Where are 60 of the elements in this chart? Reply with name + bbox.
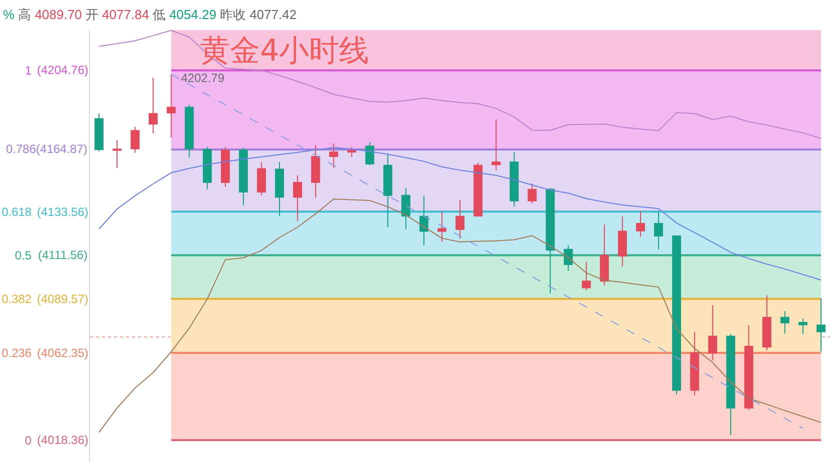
candlestick: [456, 200, 464, 240]
text: (4133.56): [37, 205, 88, 219]
y-tick-label: 0.618: [2, 204, 32, 219]
y-tick-label: 0.5: [14, 248, 32, 262]
candlestick: [365, 142, 374, 166]
candlestick: [293, 174, 302, 222]
candlestick: [166, 74, 176, 138]
candlestick: [94, 113, 104, 152]
line-series: [170, 74, 804, 429]
chart-title: 黄金4小时线: [200, 34, 370, 68]
text: (4089.57): [37, 292, 88, 306]
candlestick: [600, 224, 609, 286]
candlestick: [708, 304, 718, 361]
candlestick: [401, 187, 410, 230]
candlestick: [148, 77, 158, 134]
candlestick: [220, 146, 230, 188]
candlestick: [672, 236, 682, 395]
candlestick: [130, 126, 140, 154]
candlestick: [564, 244, 573, 272]
candlestick: [202, 146, 212, 190]
candlestick: [780, 310, 790, 334]
candlestick: [474, 162, 483, 217]
candlestick: [238, 147, 248, 206]
candlestick: [383, 153, 392, 228]
text: (4111.56): [38, 248, 88, 262]
candlestick: [256, 162, 266, 196]
candlestick: [798, 318, 808, 335]
candlestick: [510, 152, 519, 208]
candlestick: [762, 294, 772, 351]
candlestick: [690, 331, 700, 396]
annotation: 4202.79: [181, 71, 225, 85]
candlestick: [744, 324, 754, 411]
candlestick: [492, 119, 501, 171]
candlestick: [726, 334, 736, 436]
line-series: [98, 30, 822, 139]
y-tick-label: 0: [24, 433, 32, 448]
candlestick: [618, 216, 627, 267]
text: (4018.36): [37, 433, 88, 447]
line-series: [98, 198, 822, 433]
text: (4062.35): [37, 346, 88, 360]
candlestick: [275, 162, 284, 217]
candlestick: [582, 261, 591, 291]
ref-line-label: 0.786(4164.87): [6, 142, 88, 156]
candlestick: [184, 104, 194, 158]
candlestick: [311, 144, 320, 198]
y-tick-label: 0.382: [2, 292, 32, 306]
text: (4204.76): [37, 63, 88, 77]
candlestick: [654, 210, 664, 250]
line-series: [98, 147, 822, 281]
candlestick: [437, 211, 446, 242]
candlestick: [636, 210, 645, 238]
candlestick: [528, 182, 537, 204]
candlestick: [546, 187, 555, 294]
candlestick: [112, 140, 122, 168]
y-tick-label: 1: [24, 64, 32, 78]
text: % 高 4089.70 开 4077.84 低 4054.29 昨收 4077.42: [3, 7, 297, 22]
candlestick: [419, 196, 428, 246]
candlestick: [816, 298, 826, 352]
y-tick-label: 0.236: [2, 346, 32, 360]
candlestick: [329, 143, 338, 168]
